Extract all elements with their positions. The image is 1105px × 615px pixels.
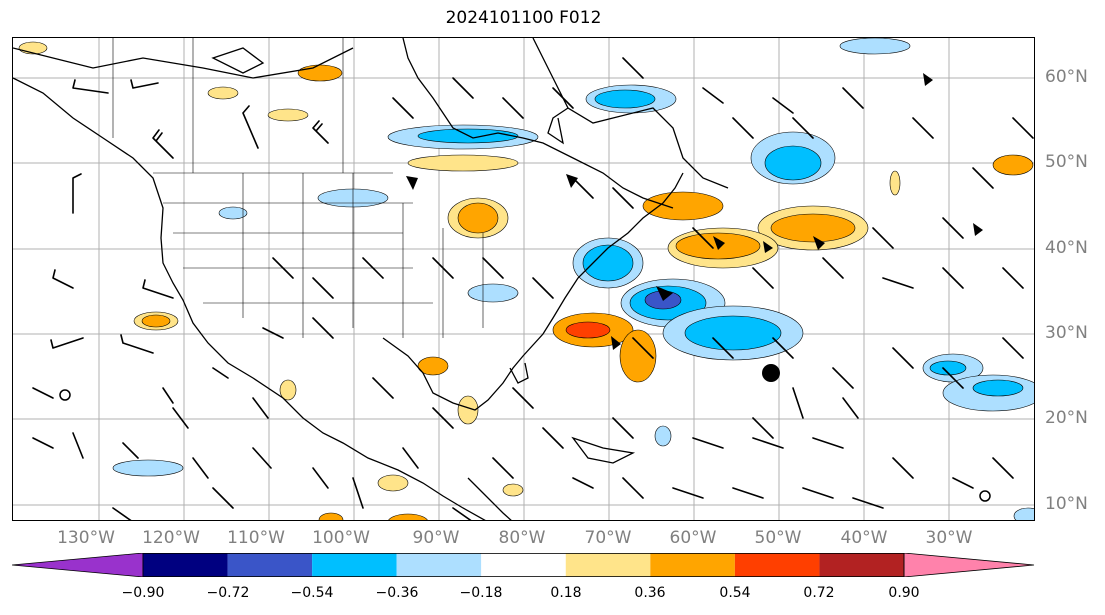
lon-label: 120°W bbox=[142, 528, 200, 548]
colorbar-segment bbox=[819, 553, 904, 577]
colorbar-tick-label: −0.90 bbox=[121, 585, 165, 601]
lat-label: 10°N bbox=[1045, 494, 1088, 514]
storm-center-marker bbox=[762, 364, 780, 382]
lon-label: 30°W bbox=[925, 528, 973, 548]
lat-label: 20°N bbox=[1045, 408, 1088, 428]
shaded-field bbox=[18, 38, 1034, 520]
colorbar-segment bbox=[565, 553, 651, 577]
colorbar-segment bbox=[734, 553, 820, 577]
barb-flags bbox=[406, 73, 983, 350]
state-borders bbox=[112, 38, 484, 338]
coastlines bbox=[13, 38, 729, 520]
gridlines bbox=[13, 38, 1034, 520]
colorbar-segment bbox=[312, 553, 397, 577]
map-panel[interactable] bbox=[12, 37, 1035, 521]
colorbar bbox=[12, 553, 1035, 577]
map-canvas bbox=[13, 38, 1034, 520]
colorbar-tick-label: −0.18 bbox=[459, 585, 503, 601]
wind-barbs bbox=[32, 57, 1034, 520]
lon-label: 40°W bbox=[840, 528, 888, 548]
colorbar-tick-label: 0.18 bbox=[550, 585, 582, 601]
colorbar-extend-high bbox=[903, 553, 1035, 577]
lon-label: 60°W bbox=[669, 528, 717, 548]
colorbar-segment bbox=[227, 553, 313, 577]
lat-label: 60°N bbox=[1045, 67, 1088, 87]
lon-label: 50°W bbox=[754, 528, 802, 548]
colorbar-extend-low bbox=[12, 553, 144, 577]
lon-label: 130°W bbox=[57, 528, 115, 548]
colorbar-segment bbox=[650, 553, 735, 577]
lat-label: 50°N bbox=[1045, 152, 1088, 172]
colorbar-segment bbox=[143, 553, 228, 577]
lon-label: 70°W bbox=[584, 528, 632, 548]
colorbar-tick-label: −0.54 bbox=[290, 585, 334, 601]
lon-label: 110°W bbox=[227, 528, 285, 548]
colorbar-tick-label: −0.36 bbox=[375, 585, 419, 601]
lat-label: 40°N bbox=[1045, 238, 1088, 258]
colorbar-tick-label: 0.36 bbox=[634, 585, 666, 601]
lon-label: 90°W bbox=[412, 528, 460, 548]
colorbar-tick-label: 0.90 bbox=[888, 585, 920, 601]
colorbar-tick-label: 0.72 bbox=[803, 585, 835, 601]
colorbar-frame bbox=[142, 553, 905, 577]
colorbar-segment bbox=[481, 553, 566, 577]
map-title: 2024101100 F012 bbox=[445, 8, 602, 28]
lon-label: 100°W bbox=[312, 528, 370, 548]
lat-label: 30°N bbox=[1045, 323, 1088, 343]
colorbar-tick-label: −0.72 bbox=[206, 585, 250, 601]
lon-label: 80°W bbox=[498, 528, 546, 548]
colorbar-tick-label: 0.54 bbox=[719, 585, 751, 601]
colorbar-segment bbox=[396, 553, 482, 577]
